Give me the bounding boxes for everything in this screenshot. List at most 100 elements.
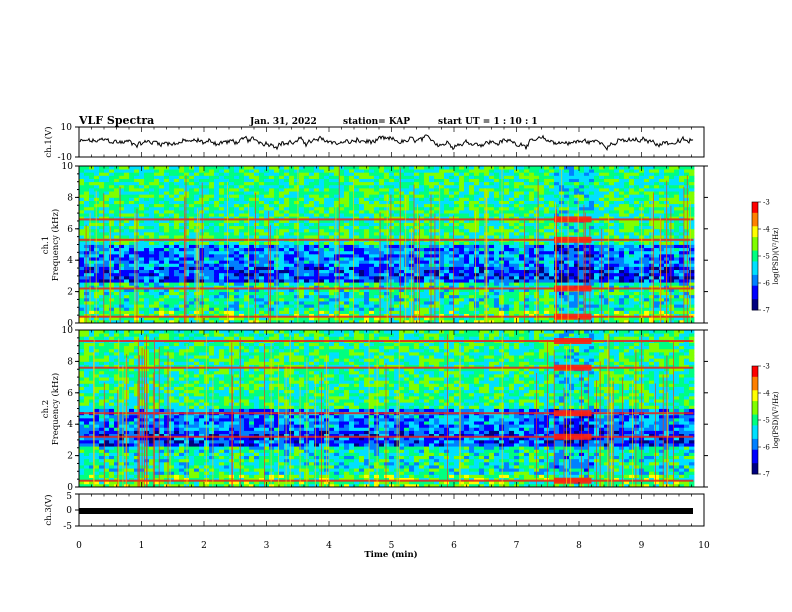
- heatmap-cell: [219, 235, 225, 239]
- heatmap-cell: [654, 228, 660, 233]
- heatmap-cell: [329, 285, 335, 289]
- heatmap-cell: [209, 235, 215, 239]
- heatmap-cell: [364, 285, 370, 289]
- heatmap-cell: [579, 275, 585, 280]
- heatmap-cell: [169, 197, 175, 201]
- heatmap-cell: [259, 241, 265, 245]
- heatmap-cell: [494, 228, 500, 233]
- heatmap-cell: [469, 247, 475, 252]
- heatmap-cell: [104, 310, 110, 314]
- heatmap-cell: [194, 247, 200, 252]
- heatmap-cell: [334, 228, 340, 233]
- heatmap-cell: [404, 250, 410, 255]
- heatmap-cell: [524, 282, 530, 286]
- heatmap-cell: [259, 209, 265, 214]
- heatmap-cell: [619, 213, 625, 217]
- heatmap-cell: [444, 260, 450, 264]
- heatmap-cell: [279, 313, 285, 318]
- heatmap-cell: [164, 310, 170, 314]
- heatmap-cell: [94, 316, 100, 321]
- heatmap-cell: [634, 222, 640, 227]
- heatmap-cell: [94, 247, 100, 252]
- heatmap-cell: [204, 285, 210, 289]
- heatmap-cell: [264, 225, 270, 230]
- heatmap-cell: [659, 279, 665, 283]
- heatmap-cell: [369, 206, 375, 211]
- heatmap-cell: [159, 307, 165, 311]
- heatmap-cell: [189, 307, 195, 311]
- heatmap-cell: [79, 250, 85, 255]
- heatmap-cell: [349, 257, 355, 261]
- heatmap-cell: [394, 291, 400, 296]
- heatmap-cell: [574, 319, 580, 324]
- heatmap-cell: [469, 219, 475, 223]
- heatmap-cell: [99, 319, 105, 324]
- heatmap-cell: [414, 310, 420, 314]
- heatmap-cell: [459, 253, 465, 258]
- heatmap-cell: [179, 319, 185, 324]
- heatmap-cell: [659, 247, 665, 252]
- heatmap-cell: [99, 285, 105, 289]
- heatmap-cell: [204, 275, 210, 280]
- heatmap-cell: [414, 231, 420, 236]
- heatmap-cell: [504, 206, 510, 211]
- heatmap-cell: [359, 291, 365, 296]
- heatmap-cell: [364, 294, 370, 299]
- heatmap-cell: [674, 241, 680, 245]
- heatmap-cell: [679, 307, 685, 311]
- heatmap-cell: [374, 263, 380, 267]
- heatmap-cell: [634, 213, 640, 217]
- heatmap-cell: [289, 216, 295, 220]
- heatmap-cell: [644, 213, 650, 217]
- heatmap-cell: [614, 288, 620, 292]
- heatmap-cell: [434, 272, 440, 277]
- heatmap-cell: [604, 282, 610, 286]
- heatmap-cell: [604, 266, 610, 271]
- heatmap-cell: [154, 285, 160, 289]
- heatmap-cell: [264, 282, 270, 286]
- heatmap-cell: [189, 272, 195, 277]
- heatmap-cell: [434, 282, 440, 286]
- heatmap-cell: [344, 231, 350, 236]
- heatmap-cell: [204, 304, 210, 308]
- heatmap-cell: [189, 310, 195, 314]
- heatmap-cell: [469, 228, 475, 233]
- heatmap-cell: [689, 316, 695, 321]
- heatmap-cell: [579, 253, 585, 258]
- heatmap-cell: [539, 235, 545, 239]
- heatmap-cell: [669, 244, 675, 249]
- heatmap-cell: [419, 294, 425, 299]
- heatmap-cell: [674, 225, 680, 230]
- heatmap-cell: [389, 263, 395, 267]
- heatmap-cell: [154, 225, 160, 230]
- heatmap-cell: [239, 304, 245, 308]
- heatmap-cell: [434, 216, 440, 220]
- heatmap-cell: [174, 279, 180, 283]
- heatmap-cell: [604, 216, 610, 220]
- heatmap-cell: [139, 297, 145, 302]
- heatmap-cell: [519, 266, 525, 271]
- heatmap-cell: [529, 275, 535, 280]
- heatmap-cell: [254, 194, 260, 198]
- heatmap-cell: [229, 307, 235, 311]
- heatmap-cell: [529, 235, 535, 239]
- heatmap-cell: [629, 225, 635, 230]
- heatmap-cell: [689, 304, 695, 308]
- heatmap-cell: [529, 263, 535, 267]
- heatmap-cell: [239, 272, 245, 277]
- heatmap-cell: [569, 260, 575, 264]
- heatmap-cell: [254, 206, 260, 211]
- heatmap-cell: [429, 253, 435, 258]
- heatmap-cell: [229, 291, 235, 296]
- heatmap-cell: [634, 282, 640, 286]
- heatmap-cell: [629, 313, 635, 318]
- heatmap-cell: [519, 285, 525, 289]
- heatmap-cell: [144, 301, 150, 305]
- heatmap-cell: [464, 250, 470, 255]
- heatmap-cell: [184, 200, 190, 205]
- heatmap-cell: [314, 222, 320, 227]
- heatmap-cell: [519, 307, 525, 311]
- heatmap-cell: [544, 319, 550, 324]
- heatmap-cell: [389, 231, 395, 236]
- heatmap-cell: [324, 231, 330, 236]
